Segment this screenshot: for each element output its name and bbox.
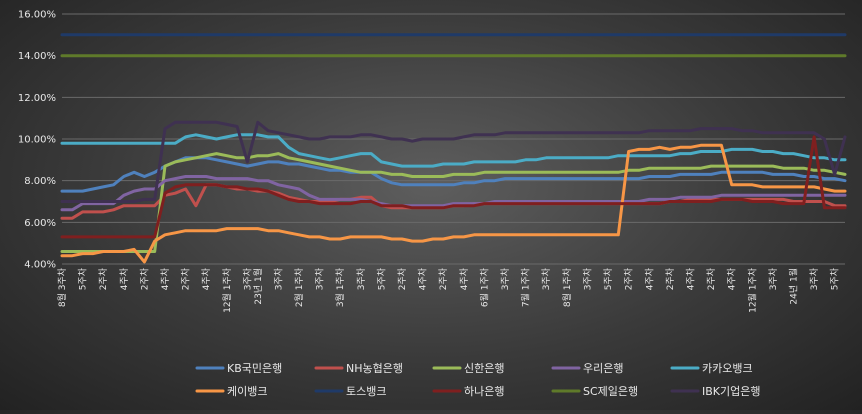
- series-line-9: [60, 120, 847, 203]
- x-tick-label: 7월 1주차: [520, 267, 532, 307]
- x-tick-label: 4주차: [643, 267, 655, 290]
- x-tick-label: 3주차: [499, 267, 511, 290]
- x-tick-label: 24년 1월: [787, 268, 799, 305]
- x-tick-label: 8월 3주차: [56, 267, 68, 307]
- legend-item: 신한은행: [432, 362, 504, 375]
- x-tick-label: 4주차: [159, 267, 171, 290]
- legend-label: 신한은행: [464, 362, 504, 375]
- x-tick-label: 2주차: [180, 267, 192, 290]
- legend-item: 하나은행: [432, 384, 504, 398]
- legend-label: NH농협은행: [346, 362, 403, 375]
- x-tick-label: 3주차: [540, 267, 552, 290]
- x-tick-label: 4주차: [726, 267, 738, 290]
- x-tick-label: 2주차: [97, 267, 109, 290]
- x-tick-label: 8월 1주차: [561, 267, 573, 307]
- y-tick-label: 10.00%: [18, 135, 56, 146]
- x-tick-label: 3주차: [581, 267, 593, 290]
- legend-label: 카카오뱅크: [702, 362, 753, 375]
- x-tick-label: 4주차: [200, 267, 212, 290]
- x-tick-label: 3주차: [808, 267, 820, 290]
- x-tick-label: 6월 1주차: [478, 267, 490, 307]
- legend-item: KB국민은행: [195, 362, 282, 375]
- x-tick-label: 4주차: [118, 267, 130, 290]
- legend-item: 케이뱅크: [195, 385, 267, 398]
- legend-label: SC제일은행: [583, 384, 638, 398]
- legend-label: KB국민은행: [227, 362, 282, 375]
- y-axis-ticks: 4.00% 6.00% 8.00% 10.00% 12.00% 14.00% 16.00%: [18, 10, 56, 271]
- x-tick-label: 4주차: [684, 267, 696, 290]
- x-tick-label: 2월 1주차: [293, 267, 305, 307]
- legend-label: 케이뱅크: [227, 385, 267, 398]
- y-tick-label: 4.00%: [24, 260, 56, 271]
- x-tick-label: 2주차: [623, 267, 635, 290]
- x-tick-label: 12월 1주차: [746, 267, 758, 313]
- x-tick-label: 5주차: [602, 267, 614, 290]
- x-tick-label: 3주차: [241, 267, 253, 290]
- series-line-3: [60, 175, 847, 212]
- series-line-4: [60, 133, 847, 168]
- y-tick-label: 16.00%: [18, 10, 56, 21]
- y-tick-label: 12.00%: [18, 93, 56, 104]
- y-tick-label: 6.00%: [24, 218, 56, 229]
- series-line-2: [60, 152, 847, 253]
- y-tick-label: 8.00%: [24, 176, 56, 187]
- series-line-5: [60, 143, 847, 264]
- x-tick-label: 5주차: [829, 267, 841, 290]
- legend-label: 토스뱅크: [346, 385, 386, 398]
- y-tick-label: 14.00%: [18, 51, 56, 62]
- legend-item: 우리은행: [551, 362, 623, 375]
- x-tick-label: 3주차: [314, 267, 326, 290]
- x-axis-ticks: 8월 3주차 5주차 2주차 4주차 2주차 4주차 2주차 4주차 12월 1주차 3주차 23년…: [56, 267, 841, 313]
- x-tick-label: 5주차: [77, 267, 89, 290]
- x-tick-label: 4주차: [417, 267, 429, 290]
- x-tick-label: 2주차: [705, 267, 717, 290]
- legend-label: 하나은행: [464, 384, 504, 398]
- x-tick-label: 12월 1주차: [221, 267, 233, 313]
- x-tick-label: 2주차: [664, 267, 676, 290]
- legend-item: IBK기업은행: [670, 385, 760, 398]
- legend-item: NH농협은행: [314, 362, 403, 375]
- x-tick-label: 3주차: [272, 267, 284, 290]
- x-tick-label: 4주차: [458, 267, 470, 290]
- x-tick-label: 2주차: [437, 267, 449, 290]
- legend-label: 우리은행: [583, 362, 623, 375]
- x-tick-label: 2주차: [138, 267, 150, 290]
- series-line-1: [60, 183, 847, 220]
- legend-item: 토스뱅크: [314, 385, 386, 398]
- series-lines: [60, 33, 847, 264]
- x-tick-label: 23년 1월: [252, 268, 264, 305]
- x-tick-label: 5주차: [375, 267, 387, 290]
- legend-label: IBK기업은행: [702, 385, 760, 398]
- legend-item: SC제일은행: [551, 384, 638, 398]
- x-tick-label: 3주차: [355, 267, 367, 290]
- x-tick-label: 2주차: [396, 267, 408, 290]
- x-tick-label: 3주차: [767, 267, 779, 290]
- legend-item: 카카오뱅크: [670, 362, 753, 375]
- series-line-7: [60, 135, 847, 239]
- x-tick-label: 3월 1주차: [334, 267, 346, 307]
